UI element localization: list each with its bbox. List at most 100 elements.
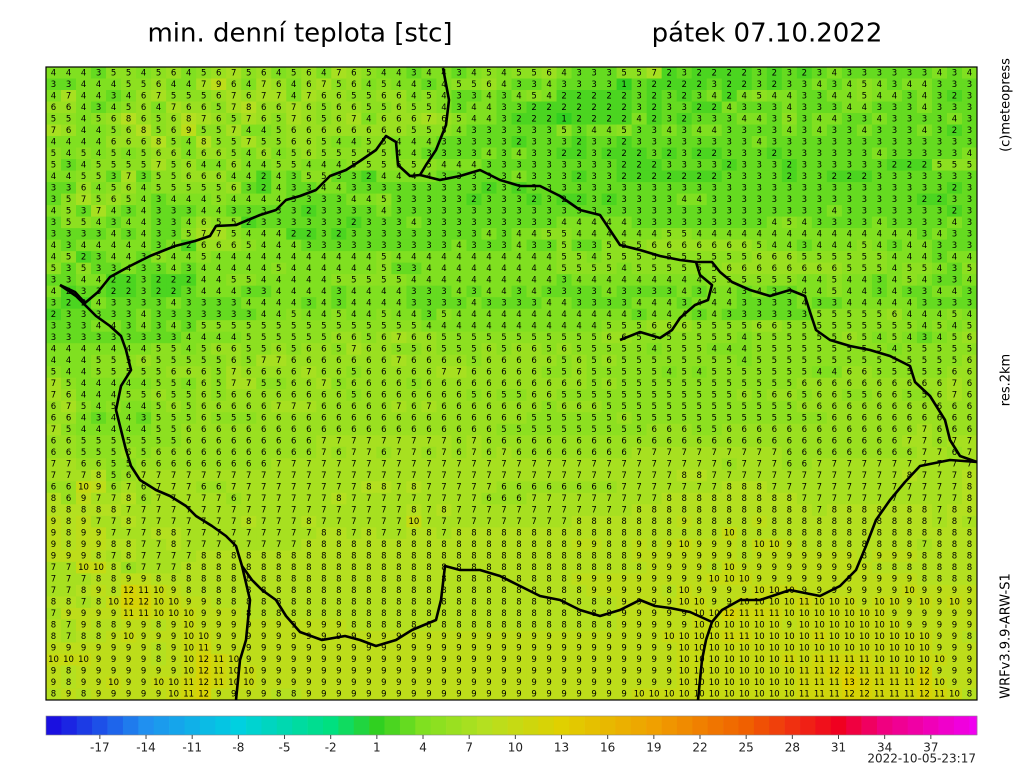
- grid-value: 5: [366, 91, 371, 101]
- grid-value: 6: [216, 172, 221, 182]
- grid-value: 4: [456, 264, 461, 274]
- grid-value: 5: [486, 68, 491, 78]
- grid-value: 4: [772, 241, 777, 251]
- grid-value: 3: [441, 298, 446, 308]
- grid-cell: [811, 67, 828, 80]
- grid-value: 3: [441, 241, 446, 251]
- grid-value: 4: [847, 241, 852, 251]
- grid-cell: [796, 159, 813, 172]
- grid-value: 5: [411, 344, 416, 354]
- grid-value: 2: [576, 103, 581, 113]
- grid-cell: [451, 159, 467, 172]
- grid-value: 4: [231, 333, 236, 343]
- grid-cell: [211, 78, 227, 91]
- grid-value: 5: [606, 321, 611, 331]
- grid-value: 3: [396, 229, 401, 239]
- grid-value: 2: [621, 103, 626, 113]
- grid-cell: [751, 101, 768, 114]
- grid-cell: [856, 159, 873, 172]
- grid-cell: [766, 113, 783, 126]
- grid-value: 5: [696, 344, 701, 354]
- grid-value: 4: [832, 229, 837, 239]
- grid-value: 3: [712, 137, 717, 147]
- grid-cell: [706, 113, 723, 126]
- grid-cell: [316, 101, 332, 114]
- grid-value: 3: [696, 114, 701, 124]
- grid-cell: [61, 136, 77, 149]
- grid-value: 4: [516, 241, 521, 251]
- grid-value: 2: [621, 137, 626, 147]
- grid-cell: [676, 124, 693, 137]
- grid-cell: [151, 136, 167, 149]
- grid-cell: [346, 67, 362, 80]
- grid-value: 6: [321, 356, 326, 366]
- grid-value: 5: [862, 321, 867, 331]
- grid-cell: [571, 101, 588, 114]
- grid-value: 6: [381, 356, 386, 366]
- grid-value: 4: [892, 229, 897, 239]
- grid-value: 4: [216, 160, 221, 170]
- grid-value: 4: [186, 252, 191, 262]
- grid-value: 5: [171, 172, 176, 182]
- grid-value: 3: [727, 172, 732, 182]
- grid-value: 6: [231, 241, 236, 251]
- grid-value: 3: [51, 298, 56, 308]
- grid-value: 4: [81, 137, 86, 147]
- grid-value: 2: [727, 68, 732, 78]
- grid-value: 4: [81, 103, 86, 113]
- grid-value: 5: [51, 160, 56, 170]
- grid-value: 3: [471, 206, 476, 216]
- grid-value: 3: [937, 252, 942, 262]
- grid-value: 6: [396, 126, 401, 136]
- grid-value: 8: [141, 126, 146, 136]
- grid-cell: [451, 147, 467, 160]
- grid-value: 3: [351, 172, 356, 182]
- grid-cell: [151, 90, 167, 103]
- grid-value: 3: [561, 172, 566, 182]
- grid-cell: [391, 90, 407, 103]
- grid-cell: [181, 113, 197, 126]
- grid-value: 5: [486, 333, 491, 343]
- grid-value: 4: [651, 229, 656, 239]
- grid-value: 7: [201, 114, 206, 124]
- grid-cell: [631, 78, 648, 91]
- grid-value: 3: [51, 183, 56, 193]
- grid-cell: [751, 113, 768, 126]
- grid-value: 3: [456, 183, 461, 193]
- grid-value: 5: [66, 206, 71, 216]
- grid-value: 5: [336, 149, 341, 159]
- grid-value: 3: [396, 264, 401, 274]
- grid-value: 3: [937, 183, 942, 193]
- grid-cell: [661, 124, 678, 137]
- grid-value: 3: [411, 68, 416, 78]
- grid-value: 4: [291, 252, 296, 262]
- grid-value: 3: [666, 137, 671, 147]
- grid-value: 4: [666, 310, 671, 320]
- grid-value: 3: [907, 218, 912, 228]
- grid-value: 3: [817, 183, 822, 193]
- grid-value: 4: [471, 275, 476, 285]
- grid-value: 5: [66, 218, 71, 228]
- grid-value: 4: [336, 264, 341, 274]
- grid-cell: [391, 101, 407, 114]
- grid-value: 5: [201, 252, 206, 262]
- grid-cell: [826, 101, 843, 114]
- grid-cell: [511, 78, 528, 91]
- grid-value: 2: [261, 172, 266, 182]
- grid-value: 3: [967, 241, 972, 251]
- grid-cell: [241, 101, 257, 114]
- grid-cell: [586, 67, 603, 80]
- grid-value: 3: [366, 206, 371, 216]
- grid-cell: [946, 67, 963, 80]
- grid-value: 4: [907, 310, 912, 320]
- grid-value: 5: [546, 229, 551, 239]
- grid-cell: [826, 124, 843, 137]
- grid-cell: [481, 113, 497, 126]
- grid-value: 5: [306, 172, 311, 182]
- grid-cell: [121, 78, 137, 91]
- grid-cell: [136, 124, 152, 137]
- grid-value: 2: [471, 195, 476, 205]
- grid-value: 3: [396, 195, 401, 205]
- grid-value: 3: [576, 126, 581, 136]
- grid-value: 4: [892, 264, 897, 274]
